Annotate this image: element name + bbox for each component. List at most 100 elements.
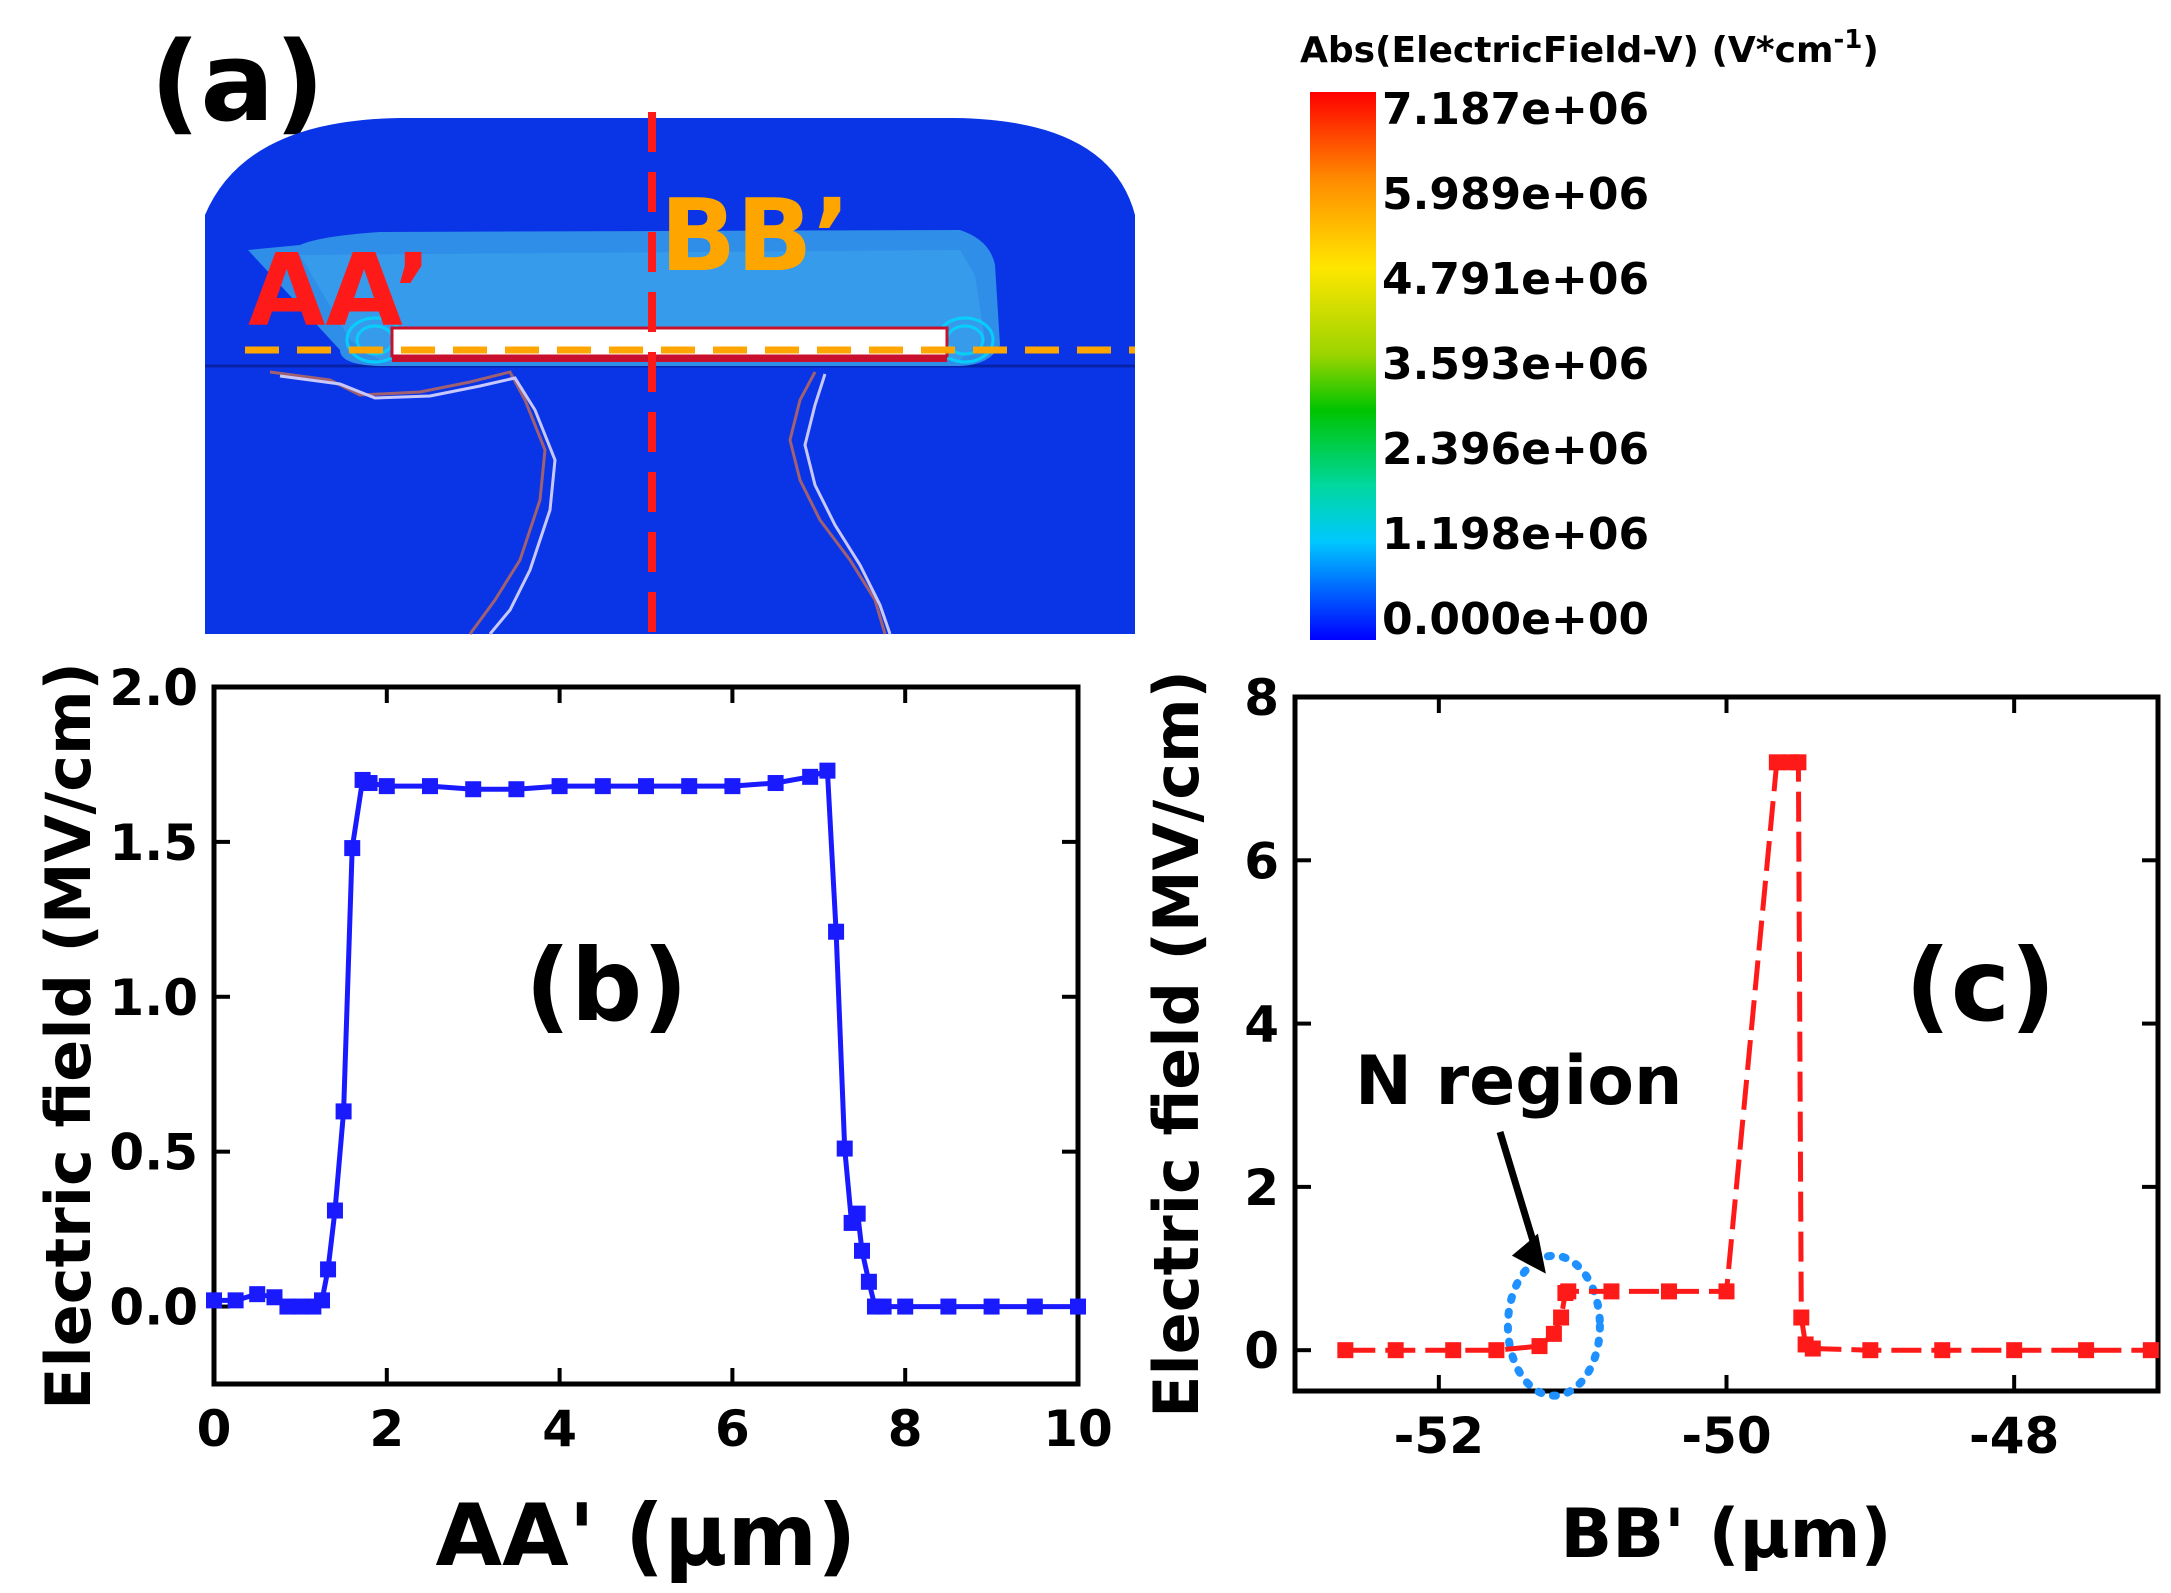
data-point	[1790, 754, 1807, 771]
y-tick-label: 6	[1244, 832, 1279, 890]
data-point	[1603, 1283, 1620, 1300]
chart-b-frame	[211, 684, 1081, 1387]
y-tick-label: 2	[1244, 1159, 1279, 1217]
data-point	[1793, 1309, 1810, 1326]
y-tick-label: 1.5	[109, 814, 198, 872]
data-point	[802, 768, 819, 785]
data-point	[361, 775, 378, 792]
data-point	[767, 775, 784, 792]
colorbar-tick-label: 2.396e+06	[1382, 424, 1649, 475]
n-region-ellipse	[1503, 1251, 1604, 1400]
data-point	[819, 762, 836, 779]
chart-b-panel-label: (b)	[525, 927, 688, 1044]
data-point	[875, 1298, 892, 1315]
data-point	[279, 1298, 296, 1315]
data-point	[508, 781, 525, 798]
x-tick-label: -48	[1969, 1407, 2059, 1465]
data-point	[860, 1273, 877, 1290]
data-point	[1531, 1338, 1548, 1355]
data-point	[1026, 1298, 1043, 1315]
data-point	[249, 1286, 266, 1303]
n-region-arrowhead	[1511, 1233, 1546, 1274]
data-point	[335, 1103, 352, 1120]
chart-b: 0 2 4 6 8 10 0.0 0.5 1.0 1.5 2.0 (b) AA' (μm) Elec…	[32, 659, 1113, 1586]
data-point	[594, 778, 611, 795]
panel-a: (a) AA’ BB’	[150, 18, 1879, 645]
data-point	[320, 1261, 337, 1278]
data-point	[1768, 754, 1785, 771]
data-point	[897, 1298, 914, 1315]
colorbar: Abs(ElectricField-V) (V*cm-1) 7.187e+06 5…	[1300, 25, 1879, 645]
data-point	[1545, 1325, 1562, 1342]
data-point	[836, 1140, 853, 1157]
y-tick-label: 8	[1244, 669, 1279, 727]
colorbar-tick-label: 0.000e+00	[1382, 594, 1649, 645]
data-point	[983, 1298, 1000, 1315]
chart-c-panel-label: (c)	[1905, 927, 2056, 1044]
data-point	[227, 1292, 244, 1309]
x-tick-label: 0	[197, 1400, 232, 1458]
chart-c-ylabel: Electric field (MV/cm)	[1140, 670, 1213, 1418]
y-tick-label: 0.5	[109, 1124, 198, 1182]
x-tick-label: 10	[1043, 1400, 1113, 1458]
data-point	[1553, 1309, 1570, 1326]
data-point	[422, 778, 438, 795]
x-tick-label: -52	[1394, 1407, 1484, 1465]
data-point	[326, 1202, 343, 1219]
data-point	[940, 1298, 957, 1315]
data-point	[1445, 1342, 1462, 1359]
data-point	[1387, 1342, 1404, 1359]
colorbar-tick-label: 5.989e+06	[1382, 169, 1649, 220]
data-point	[2006, 1342, 2023, 1359]
x-tick-label: 4	[542, 1400, 577, 1458]
data-point	[314, 1292, 330, 1309]
x-tick-label: 2	[369, 1400, 404, 1458]
chart-c-xlabel: BB' (μm)	[1560, 1495, 1891, 1574]
chart-c: -52 -50 -48 0 2 4 6 8 N region (c) BB' (μm) Ele…	[1140, 669, 2161, 1574]
data-point	[828, 923, 845, 940]
data-point	[2078, 1342, 2095, 1359]
aa-label: AA’	[248, 232, 432, 349]
colorbar-tick-label: 1.198e+06	[1382, 509, 1649, 560]
data-point	[1560, 1283, 1577, 1300]
chart-b-ylabel: Electric field (MV/cm)	[32, 662, 105, 1410]
n-region-label: N region	[1355, 1042, 1682, 1121]
data-point	[1488, 1342, 1505, 1359]
data-point	[638, 778, 654, 795]
x-tick-label: -50	[1681, 1407, 1771, 1465]
depletion-boundaries	[269, 370, 892, 635]
y-tick-label: 0.0	[109, 1279, 198, 1337]
data-point	[1070, 1298, 1086, 1315]
colorbar-gradient	[1310, 92, 1376, 640]
data-point	[1337, 1342, 1354, 1359]
y-tick-label: 4	[1244, 996, 1279, 1054]
data-point	[344, 840, 361, 857]
colorbar-tick-label: 4.791e+06	[1382, 254, 1649, 305]
data-point	[1660, 1283, 1677, 1300]
chart-b-xlabel: AA' (μm)	[436, 1486, 857, 1586]
bb-label: BB’	[660, 177, 850, 294]
data-point	[551, 778, 568, 795]
data-point	[465, 781, 482, 798]
data-point	[1804, 1340, 1821, 1357]
data-point	[1718, 1283, 1735, 1300]
gate-bottom	[392, 356, 947, 362]
y-tick-label: 1.0	[109, 969, 198, 1027]
y-tick-label: 0	[1244, 1322, 1279, 1380]
colorbar-tick-label: 7.187e+06	[1382, 84, 1649, 135]
data-point	[206, 1292, 222, 1309]
colorbar-title: Abs(ElectricField-V) (V*cm-1)	[1300, 25, 1879, 71]
colorbar-tick-label: 3.593e+06	[1382, 339, 1649, 390]
data-point	[1862, 1342, 1879, 1359]
data-point	[854, 1242, 870, 1259]
panel-a-label: (a)	[150, 18, 325, 146]
data-point	[1934, 1342, 1951, 1359]
data-point	[2142, 1342, 2159, 1359]
data-point	[724, 778, 741, 795]
y-tick-label: 2.0	[109, 659, 198, 717]
x-tick-label: 8	[888, 1400, 923, 1458]
data-point	[849, 1205, 866, 1222]
data-point	[378, 778, 395, 795]
x-tick-label: 6	[715, 1400, 750, 1458]
